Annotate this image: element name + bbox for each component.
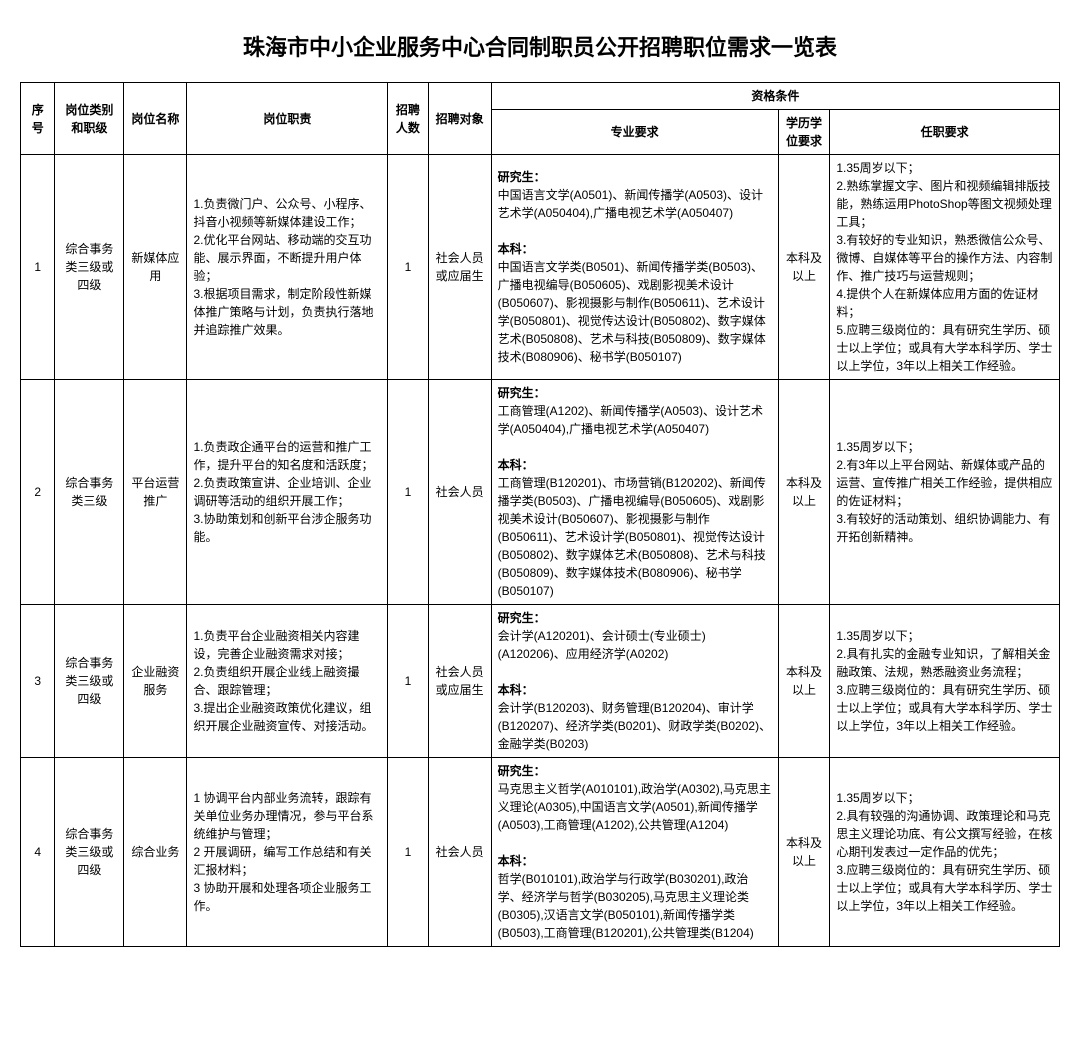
cell-num: 1 <box>388 758 428 947</box>
cell-idx: 2 <box>21 380 55 605</box>
table-row: 4综合事务类三级或四级综合业务1 协调平台内部业务流转，跟踪有关单位业务办理情况… <box>21 758 1060 947</box>
cell-obj: 社会人员 <box>428 380 491 605</box>
cell-num: 1 <box>388 155 428 380</box>
cell-duty: 1 协调平台内部业务流转，跟踪有关单位业务办理情况，参与平台系统维护与管理；2 … <box>187 758 388 947</box>
cell-req: 1.35周岁以下；2.熟练掌握文字、图片和视频编辑排版技能，熟练运用PhotoS… <box>830 155 1060 380</box>
cell-obj: 社会人员或应届生 <box>428 155 491 380</box>
th-duty: 岗位职责 <box>187 83 388 155</box>
cell-num: 1 <box>388 380 428 605</box>
cell-name: 企业融资服务 <box>124 605 187 758</box>
label-grad: 研究生： <box>498 764 546 778</box>
th-num: 招聘人数 <box>388 83 428 155</box>
th-obj: 招聘对象 <box>428 83 491 155</box>
cell-major: 研究生：马克思主义哲学(A010101),政治学(A0302),马克思主义理论(… <box>491 758 778 947</box>
cell-req: 1.35周岁以下；2.具有较强的沟通协调、政策理论和马克思主义理论功底、有公文撰… <box>830 758 1060 947</box>
cell-major: 研究生：会计学(A120201)、会计硕士(专业硕士)(A120206)、应用经… <box>491 605 778 758</box>
th-name: 岗位名称 <box>124 83 187 155</box>
label-undergrad: 本科： <box>498 242 534 256</box>
label-grad: 研究生： <box>498 170 546 184</box>
header-row-1: 序号 岗位类别和职级 岗位名称 岗位职责 招聘人数 招聘对象 资格条件 <box>21 83 1060 110</box>
cell-edu: 本科及以上 <box>778 605 830 758</box>
cell-idx: 3 <box>21 605 55 758</box>
cell-duty: 1.负责微门户、公众号、小程序、抖音小视频等新媒体建设工作；2.优化平台网站、移… <box>187 155 388 380</box>
cell-obj: 社会人员或应届生 <box>428 605 491 758</box>
cell-req: 1.35周岁以下；2.有3年以上平台网站、新媒体或产品的运营、宣传推广相关工作经… <box>830 380 1060 605</box>
th-major: 专业要求 <box>491 110 778 155</box>
th-qual: 资格条件 <box>491 83 1059 110</box>
th-req: 任职要求 <box>830 110 1060 155</box>
cell-category: 综合事务类三级或四级 <box>55 758 124 947</box>
cell-idx: 1 <box>21 155 55 380</box>
cell-edu: 本科及以上 <box>778 155 830 380</box>
label-grad: 研究生： <box>498 611 546 625</box>
cell-major: 研究生：中国语言文学(A0501)、新闻传播学(A0503)、设计艺术学(A05… <box>491 155 778 380</box>
table-row: 1综合事务类三级或四级新媒体应用1.负责微门户、公众号、小程序、抖音小视频等新媒… <box>21 155 1060 380</box>
th-idx: 序号 <box>21 83 55 155</box>
label-undergrad: 本科： <box>498 458 534 472</box>
cell-name: 平台运营推广 <box>124 380 187 605</box>
label-undergrad: 本科： <box>498 854 534 868</box>
th-edu: 学历学位要求 <box>778 110 830 155</box>
cell-duty: 1.负责政企通平台的运营和推广工作，提升平台的知名度和活跃度；2.负责政策宣讲、… <box>187 380 388 605</box>
th-category: 岗位类别和职级 <box>55 83 124 155</box>
cell-edu: 本科及以上 <box>778 758 830 947</box>
cell-major: 研究生：工商管理(A1202)、新闻传播学(A0503)、设计艺术学(A0504… <box>491 380 778 605</box>
cell-obj: 社会人员 <box>428 758 491 947</box>
table-row: 2综合事务类三级平台运营推广1.负责政企通平台的运营和推广工作，提升平台的知名度… <box>21 380 1060 605</box>
cell-category: 综合事务类三级或四级 <box>55 605 124 758</box>
cell-idx: 4 <box>21 758 55 947</box>
cell-category: 综合事务类三级 <box>55 380 124 605</box>
page-title: 珠海市中小企业服务中心合同制职员公开招聘职位需求一览表 <box>20 30 1060 62</box>
label-grad: 研究生： <box>498 386 546 400</box>
cell-name: 综合业务 <box>124 758 187 947</box>
cell-edu: 本科及以上 <box>778 380 830 605</box>
table-row: 3综合事务类三级或四级企业融资服务1.负责平台企业融资相关内容建设，完善企业融资… <box>21 605 1060 758</box>
cell-name: 新媒体应用 <box>124 155 187 380</box>
label-undergrad: 本科： <box>498 683 534 697</box>
cell-duty: 1.负责平台企业融资相关内容建设，完善企业融资需求对接；2.负责组织开展企业线上… <box>187 605 388 758</box>
cell-req: 1.35周岁以下；2.具有扎实的金融专业知识，了解相关金融政策、法规，熟悉融资业… <box>830 605 1060 758</box>
cell-num: 1 <box>388 605 428 758</box>
recruitment-table: 序号 岗位类别和职级 岗位名称 岗位职责 招聘人数 招聘对象 资格条件 专业要求… <box>20 82 1060 947</box>
cell-category: 综合事务类三级或四级 <box>55 155 124 380</box>
